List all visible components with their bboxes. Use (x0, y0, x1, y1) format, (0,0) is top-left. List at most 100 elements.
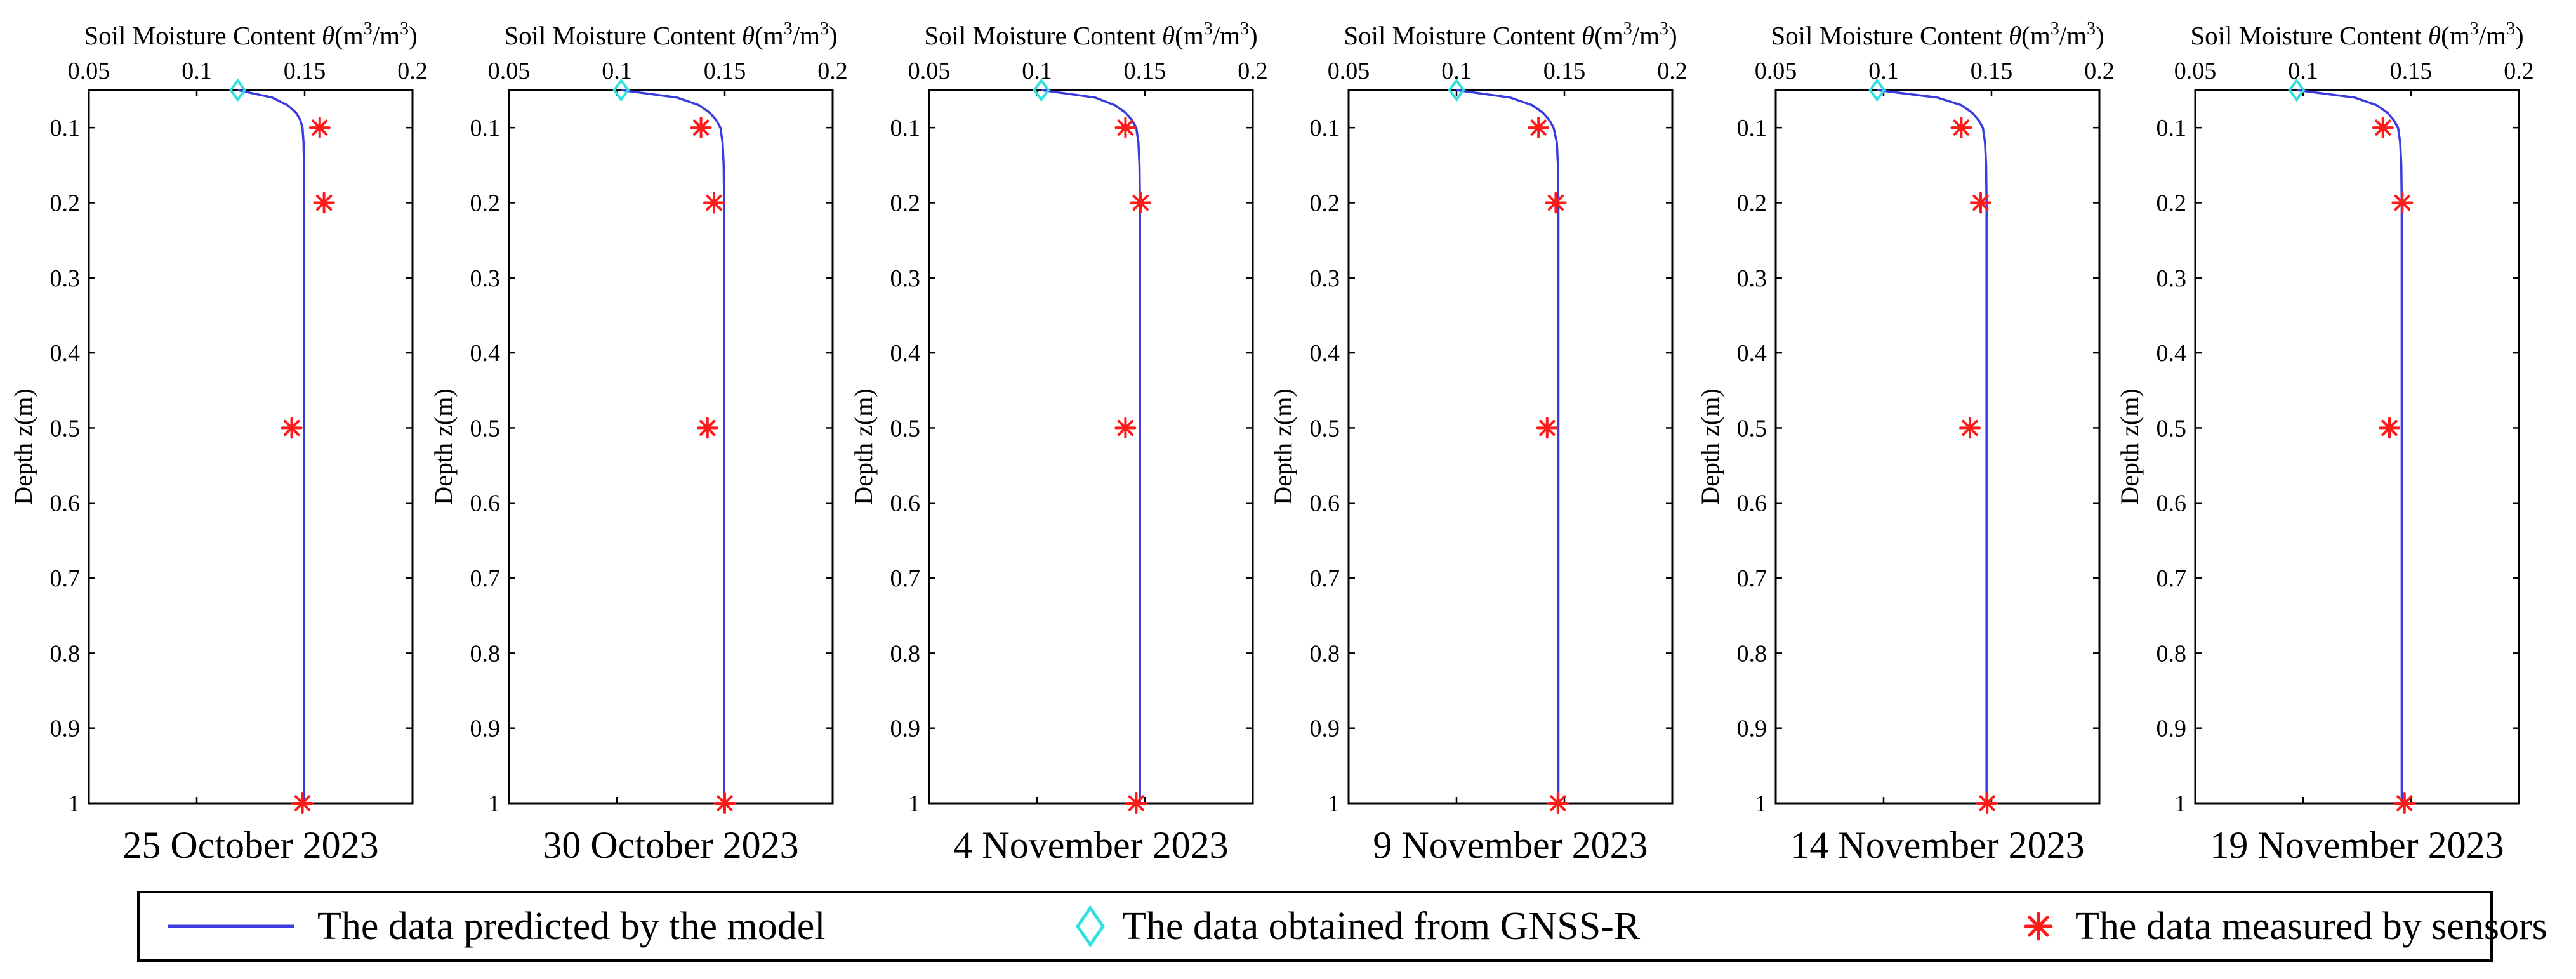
y-tick-label: 0.2 (470, 190, 501, 216)
panel-date: 4 November 2023 (953, 824, 1228, 866)
panel-5: Soil Moisture Content θ(m3/m3) 0.05 0.1 0.1… (1696, 19, 2115, 866)
x-axis-title: Soil Moisture Content θ(m3/m3) (2190, 19, 2523, 50)
sensor-marker-stroke (315, 194, 333, 211)
sensor-marker-stroke (2394, 194, 2411, 211)
sensor-marker (703, 192, 725, 214)
panel-date: 30 October 2023 (543, 824, 798, 866)
panel-1: Soil Moisture Content θ(m3/m3) 0.05 0.1 0.1… (9, 19, 428, 866)
sensor-marker (291, 792, 314, 814)
sensor-marker-stroke (717, 795, 733, 811)
legend-label-gnss-r: The data obtained from GNSS-R (1122, 904, 1641, 948)
y-tick-label: 0.7 (890, 565, 921, 592)
x-tick-label: 0.2 (2084, 58, 2115, 84)
gnss-r-marker (612, 78, 630, 102)
sensor-marker (1528, 117, 1550, 139)
plot-frame (1347, 89, 1674, 805)
legend: The data predicted by the model The data… (137, 891, 2547, 962)
sensor-marker (281, 417, 303, 439)
plot-frame (88, 89, 414, 805)
x-tick-label: 0.15 (704, 58, 746, 84)
x-tick-label: 0.05 (908, 58, 951, 84)
y-tick-label: 0.1 (470, 115, 501, 141)
sensor-marker-stroke (692, 119, 710, 136)
legend-model-line-swatch (168, 924, 294, 928)
legend-label-sensors: The data measured by sensors (2075, 904, 2547, 948)
y-tick-label: 0.5 (50, 415, 81, 442)
plot-frame (2194, 89, 2520, 805)
sensor-marker-stroke (1550, 795, 1566, 811)
gnss-r-marker (1033, 78, 1050, 102)
figure: Soil Moisture Content θ(m3/m3) 0.05 0.1 0.1… (9, 19, 2534, 866)
sensor-marker (2393, 792, 2415, 814)
sensor-marker-stroke (2396, 795, 2413, 811)
y-axis-title: Depth z(m) (429, 388, 458, 504)
x-tick-label: 0.1 (182, 58, 212, 84)
gnss-r-marker (1448, 78, 1465, 102)
plot-frame (1774, 89, 2101, 805)
x-tick-label: 0.1 (1868, 58, 1899, 84)
y-tick-label: 0.4 (2157, 340, 2187, 367)
sensor-marker (1976, 792, 1998, 814)
model-line (621, 89, 725, 803)
y-tick-label: 0.9 (470, 716, 501, 742)
sensor-marker-stroke (1953, 119, 1970, 136)
sensor-marker (1536, 417, 1558, 439)
model-line (237, 89, 306, 803)
sensor-marker-stroke (1547, 194, 1564, 211)
y-tick-label: 0.5 (1310, 415, 1340, 442)
legend-item-model: The data predicted by the model (168, 893, 826, 959)
legend-item-gnss-r: The data obtained from GNSS-R (1071, 893, 1640, 959)
x-tick-label: 0.1 (2288, 58, 2318, 84)
panel-4: Soil Moisture Content θ(m3/m3) 0.05 0.1 0.1… (1269, 19, 1688, 866)
x-tick-label: 0.15 (284, 58, 326, 84)
x-axis-title: Soil Moisture Content θ(m3/m3) (1344, 19, 1677, 50)
y-tick-label: 0.1 (50, 115, 81, 141)
legend-sensors-star (2024, 912, 2053, 941)
sensor-marker-stroke (1117, 119, 1134, 136)
y-tick-label: 0.9 (890, 716, 921, 742)
x-tick-label: 0.2 (397, 58, 428, 84)
x-tick-label: 0.1 (602, 58, 632, 84)
y-tick-label: 0.1 (1737, 115, 1767, 141)
sensor-marker-stroke (2375, 119, 2391, 136)
sensor-marker-stroke (1962, 419, 1978, 437)
sensor-marker-stroke (294, 795, 311, 811)
panel-2: Soil Moisture Content θ(m3/m3) 0.05 0.1 0.1… (429, 19, 848, 866)
sensor-marker (308, 117, 331, 139)
x-tick-label: 0.15 (1124, 58, 1166, 84)
panel-date: 14 November 2023 (1790, 824, 2084, 866)
y-tick-label: 0.1 (2157, 115, 2187, 141)
y-tick-label: 0.5 (2157, 415, 2187, 442)
x-tick-label: 0.05 (2174, 58, 2217, 84)
sensor-marker-stroke (1979, 795, 1995, 811)
y-axis-title: Depth z(m) (1696, 388, 1724, 504)
y-tick-label: 0.6 (50, 490, 81, 517)
y-tick-label: 0.3 (1310, 265, 1340, 292)
plot-frame (928, 89, 1254, 805)
y-tick-label: 1 (68, 791, 80, 817)
x-tick-label: 0.05 (1328, 58, 1370, 84)
y-tick-label: 0.3 (890, 265, 921, 292)
plot-frame (508, 89, 834, 805)
y-tick-label: 0.6 (890, 490, 921, 517)
sensor-marker-stroke (2381, 419, 2398, 437)
sensor-marker (1130, 192, 1152, 214)
y-tick-label: 0.9 (1737, 716, 1767, 742)
x-tick-label: 0.15 (2390, 58, 2433, 84)
sensor-marker (1114, 117, 1137, 139)
model-line (1041, 89, 1141, 803)
sensor-marker (1959, 417, 1981, 439)
sensor-marker (1545, 192, 1567, 214)
gnss-r-marker (1868, 78, 1886, 102)
panel-date: 9 November 2023 (1373, 824, 1648, 866)
model-line (2296, 89, 2403, 803)
x-axis-title: Soil Moisture Content θ(m3/m3) (924, 19, 1257, 50)
y-tick-label: 0.5 (1737, 415, 1767, 442)
y-tick-label: 0.7 (1737, 565, 1767, 592)
panel-6: Soil Moisture Content θ(m3/m3) 0.05 0.1 0.1… (2115, 19, 2534, 866)
legend-item-sensors: The data measured by sensors (2019, 893, 2547, 959)
y-tick-label: 0.7 (2157, 565, 2187, 592)
y-tick-label: 0.4 (890, 340, 921, 367)
x-tick-label: 0.2 (1657, 58, 1688, 84)
sensor-marker (690, 117, 712, 139)
